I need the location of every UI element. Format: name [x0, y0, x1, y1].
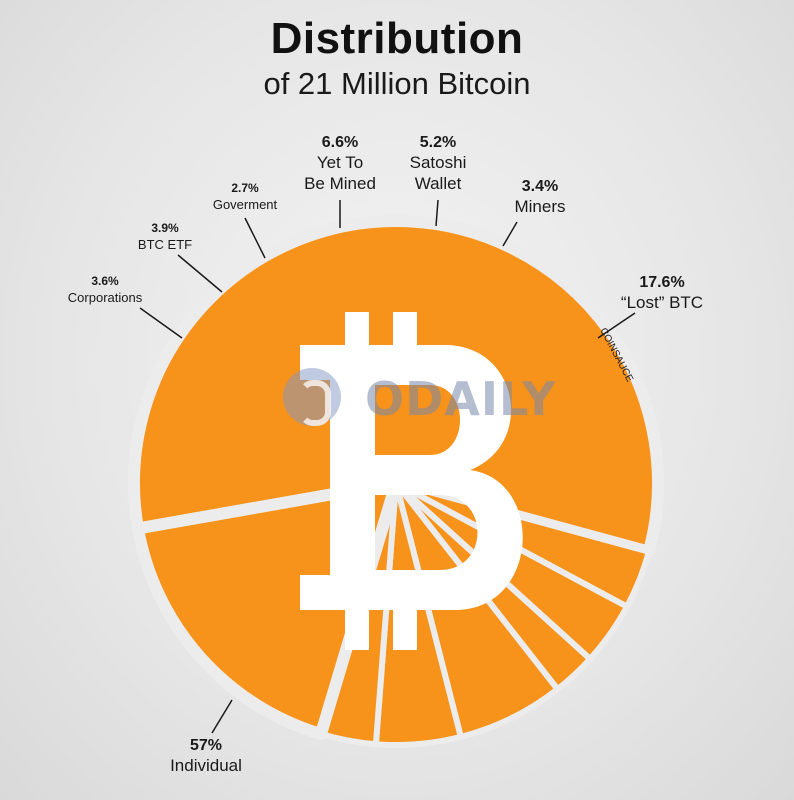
slice-name-label: Goverment — [213, 197, 278, 212]
leader-line — [502, 221, 518, 247]
bitcoin-symbol-icon — [300, 312, 523, 650]
slice-name-label: Be Mined — [304, 174, 376, 193]
leader-line — [597, 312, 636, 339]
slice-labels: 57% Individual 3.6% Corporations 3.9% BTC ETF… — [68, 134, 703, 775]
slice-percent-label: 5.2% — [420, 134, 456, 151]
slice-percent-label: 17.6% — [639, 274, 684, 291]
watermark: ODAILY — [365, 372, 557, 426]
odaily-logo-icon — [283, 368, 341, 426]
slice-percent-label: 6.6% — [322, 134, 358, 151]
slice-name-label: Yet To — [317, 153, 363, 172]
slice-name-label: Miners — [514, 197, 565, 216]
slice-percent-label: 57% — [190, 737, 222, 754]
slice-percent-label: 3.4% — [522, 178, 558, 195]
slice-name-label: BTC ETF — [138, 237, 192, 252]
slice-percent-label: 3.9% — [151, 221, 179, 235]
chart-subtitle: of 21 Million Bitcoin — [263, 66, 531, 101]
leader-line — [177, 254, 223, 293]
leader-line — [435, 199, 439, 227]
chart-title: Distribution — [270, 14, 524, 63]
slice-percent-label: 3.6% — [91, 274, 119, 288]
leader-line — [211, 699, 233, 734]
pie-slice-individual — [128, 215, 664, 558]
slice-name-label: Individual — [170, 756, 242, 775]
slice-name-label: Satoshi — [410, 153, 467, 172]
slice-name-label: Wallet — [415, 174, 462, 193]
leader-line — [244, 217, 266, 259]
slice-name-label: “Lost” BTC — [621, 293, 703, 312]
leader-line — [139, 307, 183, 339]
slice-percent-label: 2.7% — [231, 181, 259, 195]
slice-name-label: Corporations — [68, 290, 143, 305]
